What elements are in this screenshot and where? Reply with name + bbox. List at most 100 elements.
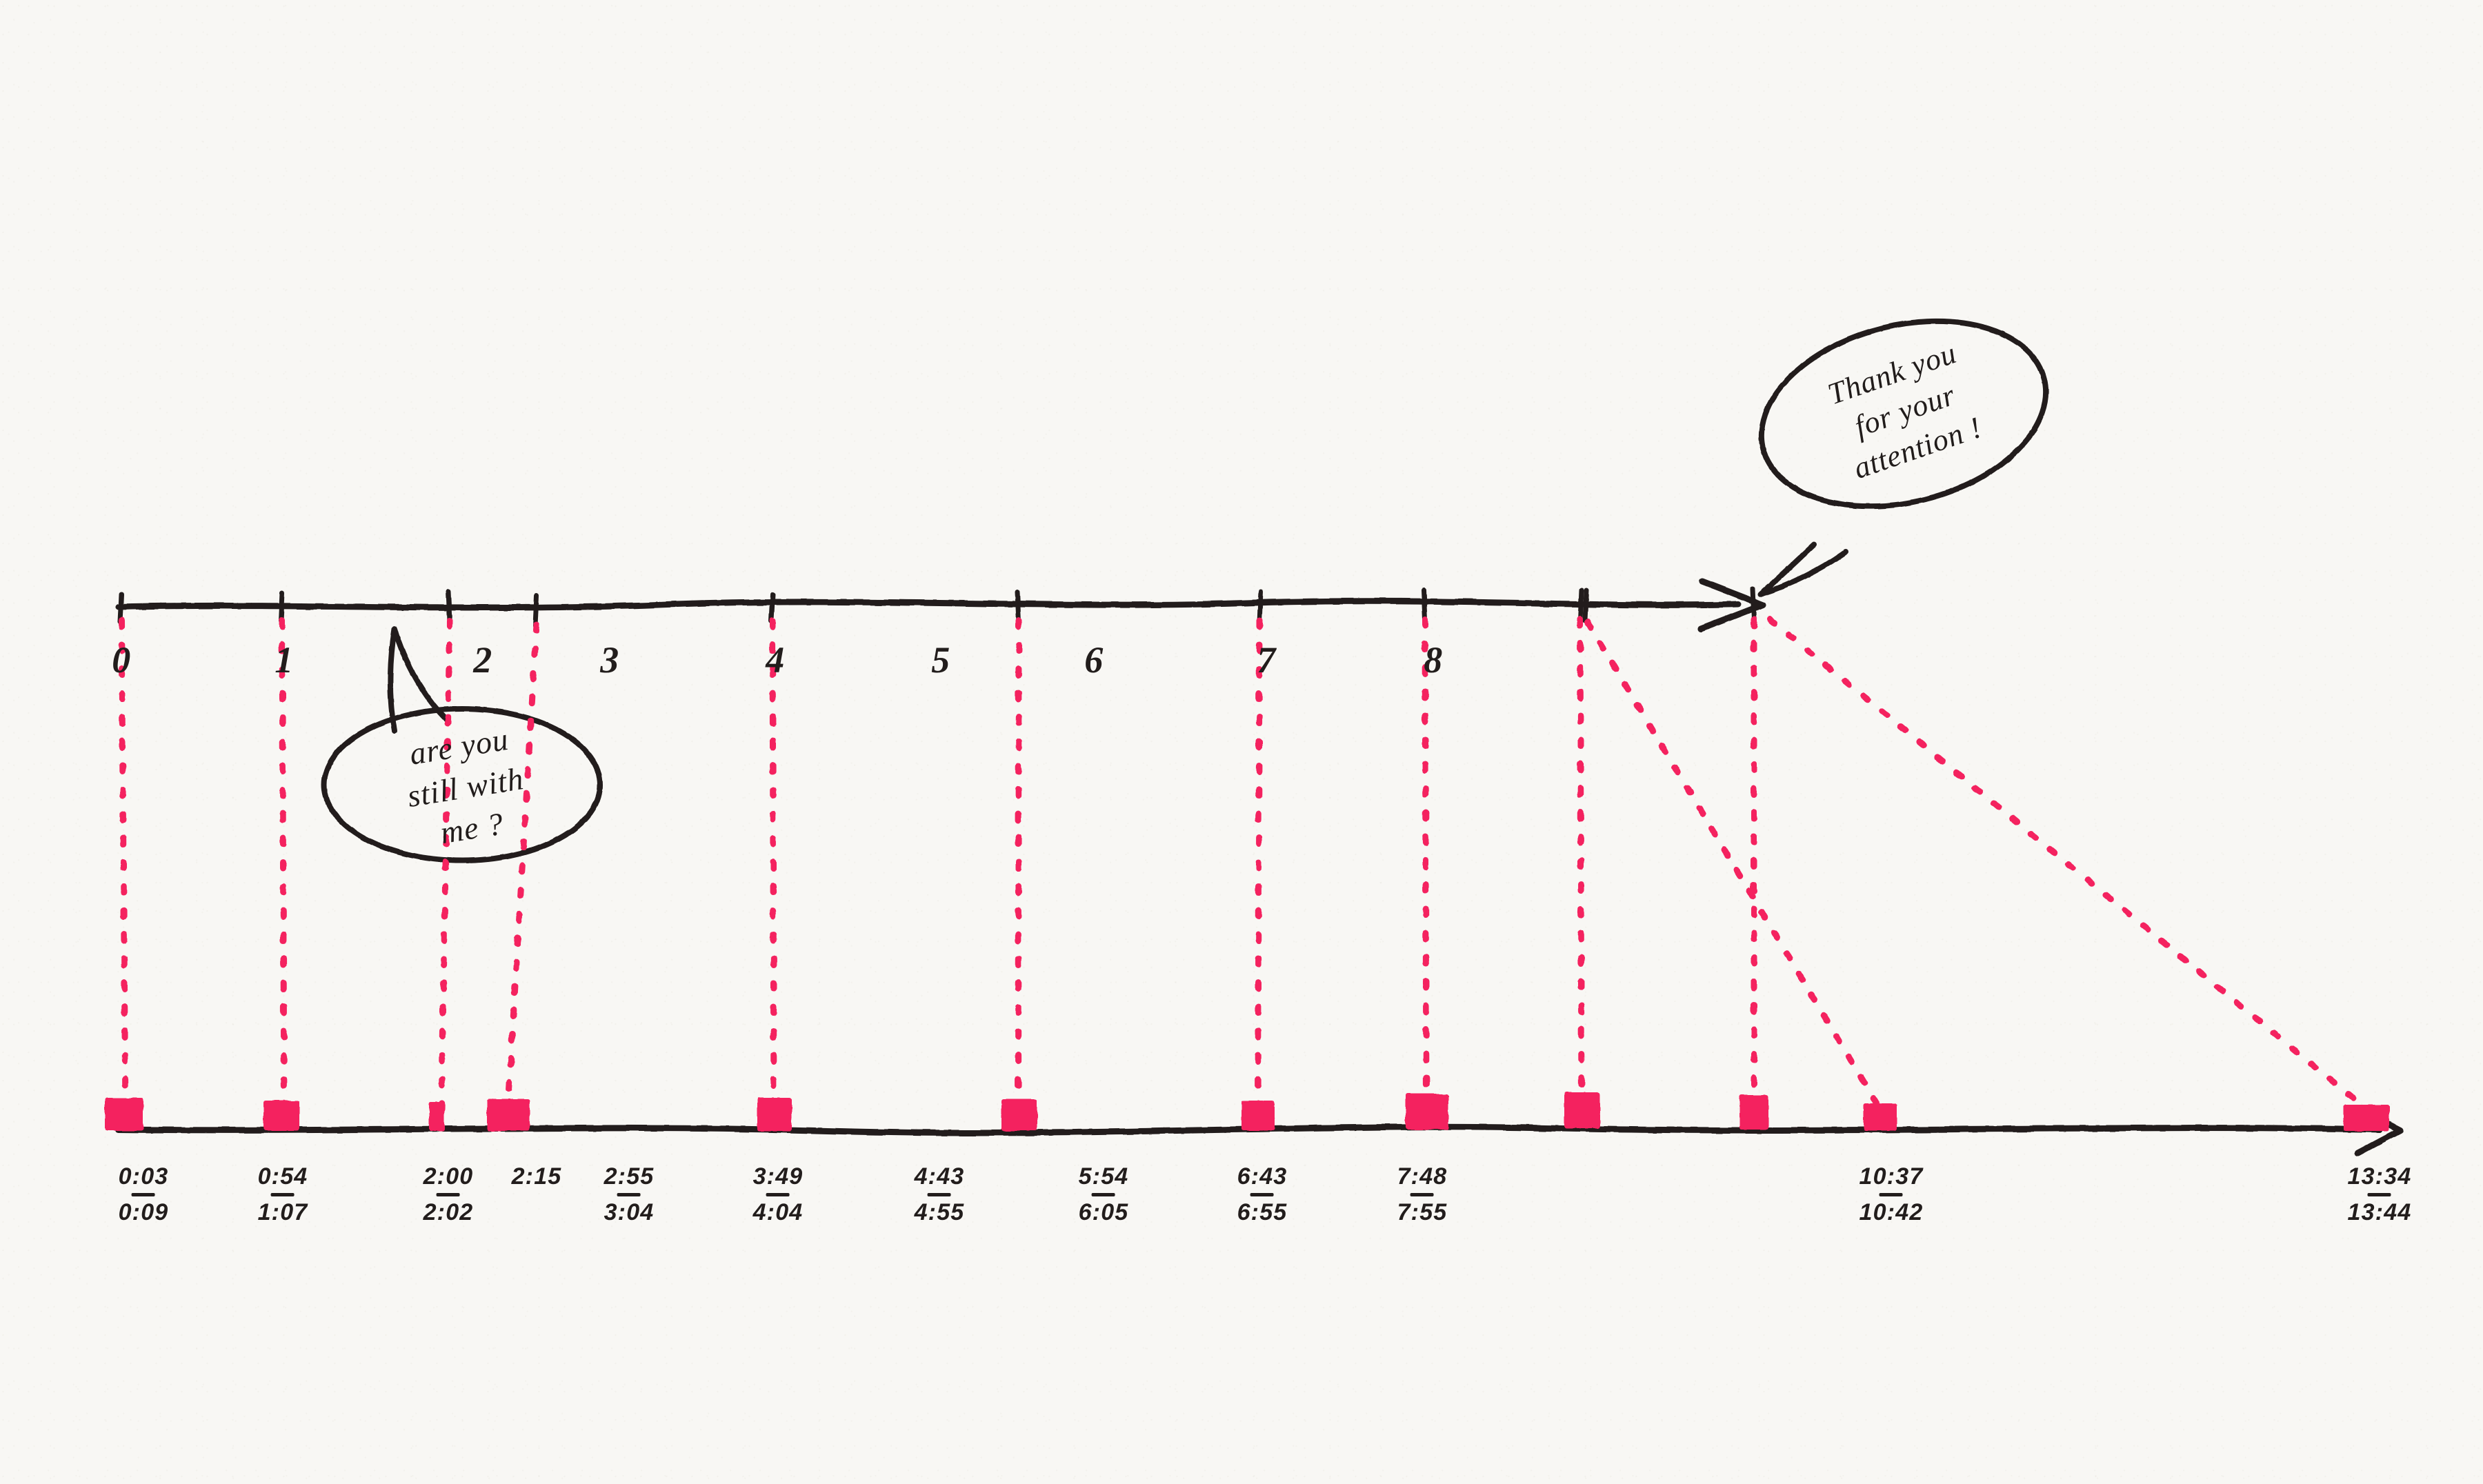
timestamp-start: 7:48: [1397, 1163, 1448, 1190]
timestamp-end: 6:55: [1237, 1199, 1288, 1226]
speech-bubble-left: [321, 626, 603, 863]
duration-block-9: [1864, 1103, 1897, 1131]
bottom-axis-line: [115, 1123, 2383, 1136]
timestamp-end: 10:42: [1859, 1199, 1924, 1226]
speech-bubble-right-tail: [1757, 542, 1848, 597]
timestamp-label-3: 2:55 3:04: [604, 1163, 655, 1227]
duration-block-2: [429, 1102, 444, 1131]
timestamp-end: 6:05: [1078, 1199, 1129, 1226]
axis-number-4: 4: [766, 639, 785, 681]
axis-number-3: 3: [600, 639, 619, 681]
timestamp-start: 4:43: [914, 1163, 965, 1190]
speech-bubble-left-body: [321, 706, 603, 863]
top-axis-arrowhead: [1697, 578, 1766, 632]
timestamp-start: 5:54: [1078, 1163, 1129, 1190]
timestamp-label-5: 4:43 4:55: [915, 1163, 965, 1227]
timestamp-rule: [1879, 1193, 1903, 1197]
speech-bubble-right: [1757, 318, 2049, 597]
timestamp-end: 1:07: [257, 1199, 308, 1226]
timestamp-start: 2:00: [423, 1163, 474, 1190]
connector-2: [438, 617, 453, 1115]
speech-bubble-right-body: [1758, 318, 2049, 510]
connector-0: [118, 617, 129, 1115]
top-axis-tick-8: [1750, 586, 1757, 622]
duration-block-2b: [487, 1099, 530, 1131]
duration-block-4: [1001, 1099, 1037, 1131]
connector-2b: [504, 621, 540, 1116]
timestamp-end: 4:55: [914, 1199, 965, 1226]
timestamp-rule: [1091, 1193, 1115, 1197]
timestamp-rule: [1410, 1193, 1434, 1197]
connector-5: [1255, 617, 1263, 1114]
timestamp-rule: [927, 1193, 951, 1197]
timestamp-end: 0:09: [118, 1199, 169, 1226]
timestamp-rule: [2368, 1193, 2391, 1197]
timestamp-start: 0:03: [118, 1163, 169, 1190]
connector-9: [1584, 619, 1885, 1115]
timestamp-start: 2:55: [604, 1163, 655, 1190]
timestamp-start: 10:37: [1859, 1163, 1924, 1190]
connector-1: [279, 617, 288, 1112]
duration-blocks: [105, 1092, 2389, 1131]
axis-number-1: 1: [275, 639, 294, 681]
top-axis-tick-3: [768, 592, 775, 623]
timestamp-label-6: 5:54 6:05: [1079, 1163, 1129, 1227]
top-axis-tick-2pre: [446, 589, 452, 623]
timestamp-rule: [617, 1193, 641, 1197]
duration-block-8: [1739, 1095, 1768, 1130]
timestamp-end: 7:55: [1397, 1199, 1448, 1226]
timestamp-label-9: 10:37 10:42: [1859, 1163, 1924, 1227]
axis-number-7: 7: [1257, 639, 1276, 681]
timestamp-label-4: 3:49 4:04: [753, 1163, 804, 1227]
duration-block-end: [2344, 1105, 2389, 1131]
duration-block-7: [1564, 1092, 1600, 1128]
timestamp-label-2: 2:00 2:02: [423, 1163, 474, 1227]
duration-block-1: [263, 1101, 299, 1131]
timestamp-end: 4:04: [752, 1199, 804, 1226]
timestamp-end: 13:44: [2347, 1199, 2412, 1226]
axis-number-6: 6: [1084, 639, 1104, 681]
top-axis-line: [115, 598, 1742, 611]
timestamp-start: 0:54: [257, 1163, 308, 1190]
top-axis-tick-5: [1257, 589, 1264, 625]
top-axis-tick-4: [1015, 589, 1021, 625]
axis-number-0: 0: [112, 639, 131, 681]
axis-number-5: 5: [931, 639, 950, 681]
timestamp-start: 13:34: [2347, 1163, 2412, 1190]
connector-7: [1577, 616, 1585, 1111]
axis-number-2: 2: [473, 639, 492, 681]
timestamp-rule: [436, 1193, 460, 1197]
connector-4: [1015, 617, 1022, 1111]
duration-block-5: [1242, 1101, 1275, 1131]
duration-block-0: [105, 1098, 143, 1131]
timestamp-rule: [270, 1193, 295, 1197]
top-axis-tick-6: [1421, 588, 1428, 622]
top-axis-tick-1: [278, 590, 285, 623]
timestamp-rule: [131, 1193, 155, 1197]
timestamp-end: 2:02: [423, 1199, 474, 1226]
duration-block-6: [1406, 1094, 1448, 1130]
speech-bubble-left-tail: [387, 626, 448, 734]
timestamp-start: 6:43: [1237, 1163, 1288, 1190]
timestamp-rule: [766, 1193, 790, 1197]
timestamp-start: 3:49: [752, 1163, 804, 1190]
axis-number-8: 8: [1424, 639, 1443, 681]
timestamp-label-8: 7:48 7:55: [1397, 1163, 1448, 1227]
top-axis-tick-2: [532, 593, 539, 629]
timestamp-label-1: 0:54 1:07: [258, 1163, 308, 1227]
duration-block-3: [757, 1098, 792, 1131]
top-axis-tick-9: [1582, 588, 1589, 623]
top-axis-tick-0: [117, 592, 124, 625]
timestamp-label-end: 13:34 13:44: [2348, 1163, 2412, 1227]
timestamp-start: 2:15: [511, 1163, 562, 1190]
top-axis-tick-7: [1577, 588, 1584, 623]
connector-3: [769, 617, 777, 1115]
timestamp-end: 3:04: [604, 1199, 655, 1226]
timestamp-label-0: 0:03 0:09: [119, 1163, 169, 1227]
timestamp-label-2b: 2:15: [512, 1163, 562, 1191]
timestamp-label-7: 6:43 6:55: [1237, 1163, 1288, 1227]
timestamp-rule: [1250, 1193, 1274, 1197]
